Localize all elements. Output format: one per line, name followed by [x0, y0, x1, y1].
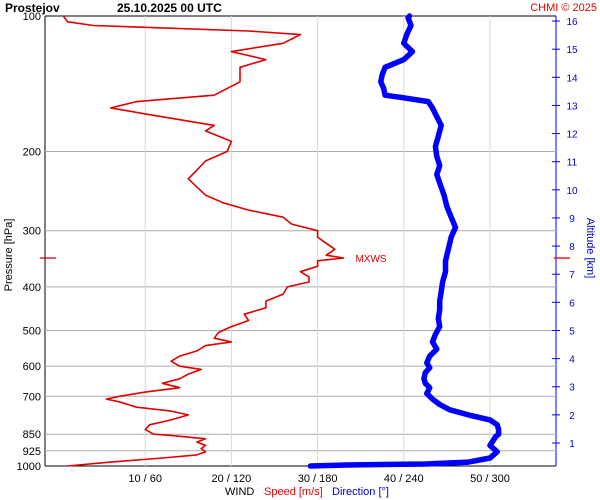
pressure-tick-label: 200 — [23, 146, 41, 158]
altitude-tick-label: 16 — [566, 17, 578, 28]
pressure-tick-label: 1000 — [17, 461, 41, 473]
altitude-tick-label: 6 — [569, 298, 575, 309]
direction-series-line — [307, 13, 502, 469]
y2-axis-label: Altitude [km] — [584, 218, 596, 279]
x-axis-label-wind: WIND — [225, 486, 254, 498]
altitude-tick-label: 9 — [569, 214, 575, 225]
altitude-tick-label: 13 — [566, 101, 578, 112]
pressure-tick-label: 925 — [23, 446, 41, 458]
y-axis-label: Pressure [hPa] — [3, 219, 15, 292]
altitude-tick-label: 5 — [569, 326, 575, 337]
altitude-tick-label: 2 — [569, 411, 575, 422]
x-tick-label: 40 / 240 — [384, 473, 424, 485]
pressure-tick-label: 850 — [23, 429, 41, 441]
mxws-annotation: MXWS — [355, 254, 386, 265]
x-axis-label-speed: Speed [m/s] — [264, 486, 323, 498]
x-tick-label: 30 / 180 — [298, 473, 338, 485]
pressure-tick-label: 100 — [23, 11, 41, 23]
altitude-tick-label: 14 — [566, 73, 578, 84]
altitude-tick-label: 8 — [569, 242, 575, 253]
altitude-tick-label: 10 — [566, 186, 578, 197]
speed-series-line — [62, 15, 345, 467]
series-layer — [62, 13, 502, 469]
x-tick-label: 10 / 60 — [128, 473, 162, 485]
grid-lines — [40, 15, 570, 467]
chart-datetime: 25.10.2025 00 UTC — [117, 1, 222, 15]
altitude-tick-label: 4 — [569, 355, 575, 366]
altitude-tick-label: 11 — [567, 158, 578, 169]
altitude-tick-label: 7 — [569, 270, 575, 281]
x-axis-label-direction: Direction [°] — [332, 486, 389, 498]
altitude-tick-label: 15 — [566, 45, 578, 56]
station-name: Prostejov — [5, 1, 60, 15]
altitude-tick-label: 1 — [569, 439, 575, 450]
pressure-tick-label: 400 — [23, 282, 41, 294]
altitude-tick-label: 3 — [569, 383, 575, 394]
x-tick-label: 50 / 300 — [470, 473, 510, 485]
altitude-tick-label: 12 — [566, 130, 578, 141]
pressure-tick-label: 500 — [23, 326, 41, 338]
pressure-tick-label: 300 — [23, 226, 41, 238]
credit-label: CHMI © 2025 — [530, 2, 597, 14]
pressure-tick-label: 600 — [23, 361, 41, 373]
pressure-tick-label: 700 — [23, 391, 41, 403]
x-tick-label: 20 / 120 — [212, 473, 252, 485]
